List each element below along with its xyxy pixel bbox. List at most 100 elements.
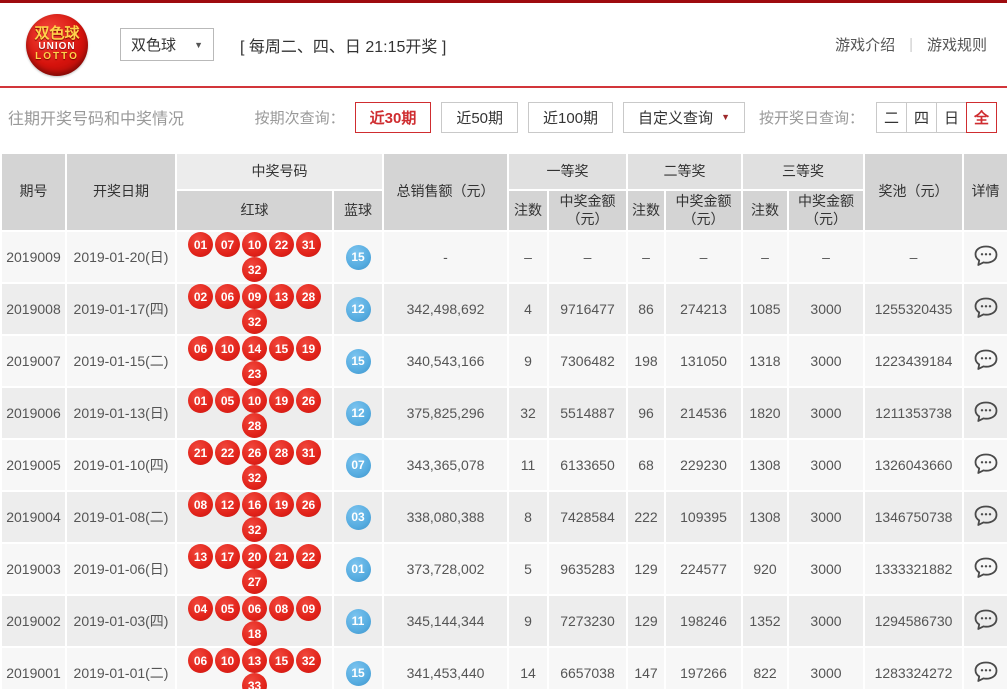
third-prize-count-cell: 1318 bbox=[741, 334, 789, 388]
col-header-amount-2: 中奖金额（元） bbox=[664, 189, 743, 232]
pool-cell: 1294586730 bbox=[863, 594, 964, 648]
red-ball: 32 bbox=[296, 649, 321, 673]
red-ball: 04 bbox=[188, 597, 213, 621]
blue-ball: 07 bbox=[345, 452, 371, 478]
detail-cell bbox=[962, 386, 1007, 440]
third-prize-amount-cell: 3000 bbox=[787, 282, 865, 336]
total-sales-cell: 342,498,692 bbox=[382, 282, 509, 336]
detail-button[interactable] bbox=[973, 660, 999, 684]
second-prize-amount-cell: 224577 bbox=[664, 542, 743, 596]
detail-button[interactable] bbox=[973, 608, 999, 632]
section-title: 往期开奖号码和中奖情况 bbox=[8, 111, 185, 128]
red-ball: 05 bbox=[215, 389, 240, 413]
detail-button[interactable] bbox=[973, 400, 999, 424]
red-ball: 19 bbox=[296, 337, 321, 361]
third-prize-count-cell: 1820 bbox=[741, 386, 789, 440]
detail-cell bbox=[962, 594, 1007, 648]
draw-date-cell: 2019-01-01(二) bbox=[65, 646, 177, 689]
detail-button[interactable] bbox=[973, 504, 999, 528]
total-sales-cell: 338,080,388 bbox=[382, 490, 509, 544]
col-header-date: 开奖日期 bbox=[65, 152, 177, 232]
by-period-label: 按期次查询： bbox=[254, 109, 345, 127]
results-table-header: 期号 开奖日期 中奖号码 总销售额（元） 一等奖 二等奖 三等奖 奖池（元） 详… bbox=[0, 152, 1007, 232]
red-ball: 26 bbox=[296, 389, 321, 413]
period-cell: 2019001 bbox=[0, 646, 67, 689]
nav-game-intro-link[interactable]: 游戏介绍 bbox=[835, 37, 896, 54]
second-prize-amount-cell: 131050 bbox=[664, 334, 743, 388]
period-30-button[interactable]: 近30期 bbox=[354, 101, 432, 133]
detail-button[interactable] bbox=[973, 556, 999, 580]
third-prize-amount-cell: 3000 bbox=[787, 542, 865, 596]
blue-ball-cell: 07 bbox=[332, 438, 384, 492]
col-header-pool: 奖池（元） bbox=[863, 152, 964, 232]
blue-ball-cell: 15 bbox=[332, 334, 384, 388]
second-prize-count-cell: 129 bbox=[626, 594, 666, 648]
lottery-type-select[interactable]: 双色球 ▼ bbox=[120, 28, 214, 61]
third-prize-count-cell: 1308 bbox=[741, 438, 789, 492]
period-100-button[interactable]: 近100期 bbox=[528, 101, 614, 133]
day-thu-button[interactable]: 四 bbox=[906, 101, 937, 133]
logo-text-cn: 双色球 bbox=[34, 25, 80, 43]
first-prize-count-cell: 11 bbox=[507, 438, 549, 492]
day-all-button[interactable]: 全 bbox=[966, 101, 997, 133]
red-ball: 10 bbox=[242, 389, 267, 413]
col-header-red-balls: 红球 bbox=[175, 189, 334, 232]
total-sales-cell: 345,144,344 bbox=[382, 594, 509, 648]
blue-ball: 15 bbox=[345, 348, 371, 374]
third-prize-amount-cell: 3000 bbox=[787, 594, 865, 648]
blue-ball: 01 bbox=[345, 556, 371, 582]
comment-bubble-icon bbox=[974, 505, 997, 526]
total-sales-cell: 375,825,296 bbox=[382, 386, 509, 440]
red-ball: 15 bbox=[269, 337, 294, 361]
period-cell: 2019004 bbox=[0, 490, 67, 544]
third-prize-count-cell: 1308 bbox=[741, 490, 789, 544]
blue-ball: 15 bbox=[345, 244, 371, 270]
results-tbody: 2019009 2019-01-20(日) 01 07 10 22 3132 15 - … bbox=[0, 230, 1007, 689]
third-prize-count-cell: 1352 bbox=[741, 594, 789, 648]
nav-separator: | bbox=[909, 36, 913, 53]
third-prize-count-cell: 822 bbox=[741, 646, 789, 689]
table-row: 2019008 2019-01-17(四) 02 06 09 13 28 32 12 34… bbox=[0, 282, 1007, 336]
red-ball: 28 bbox=[269, 441, 294, 465]
first-prize-amount-cell: 9635283 bbox=[547, 542, 628, 596]
nav-game-rules-link[interactable]: 游戏规则 bbox=[926, 37, 987, 54]
second-prize-count-cell: 147 bbox=[626, 646, 666, 689]
day-sun-button[interactable]: 日 bbox=[936, 101, 967, 133]
third-prize-amount-cell: 3000 bbox=[787, 646, 865, 689]
period-50-button[interactable]: 近50期 bbox=[441, 101, 519, 133]
red-ball: 22 bbox=[296, 545, 321, 569]
red-ball: 13 bbox=[242, 649, 267, 673]
table-row: 2019004 2019-01-08(二) 08 12 16 19 26 32 03 33… bbox=[0, 490, 1007, 544]
comment-bubble-icon bbox=[974, 349, 997, 370]
detail-cell bbox=[962, 230, 1007, 284]
second-prize-amount-cell: 109395 bbox=[664, 490, 743, 544]
red-ball: 28 bbox=[296, 285, 321, 309]
detail-button[interactable] bbox=[973, 452, 999, 476]
detail-button[interactable] bbox=[973, 244, 999, 268]
top-strip bbox=[0, 0, 1007, 3]
pool-cell: 1326043660 bbox=[863, 438, 964, 492]
detail-button[interactable] bbox=[973, 296, 999, 320]
first-prize-amount-cell: 7273230 bbox=[547, 594, 628, 648]
first-prize-amount-cell: 7428584 bbox=[547, 490, 628, 544]
col-header-amount-3: 中奖金额（元） bbox=[787, 189, 865, 232]
red-balls-cell: 13 17 20 21 22 27 bbox=[175, 542, 334, 596]
pool-cell: 1333321882 bbox=[863, 542, 964, 596]
comment-bubble-icon bbox=[974, 297, 997, 318]
red-ball: 08 bbox=[269, 597, 294, 621]
day-filter-group: 二 四 日 全 bbox=[876, 101, 997, 133]
col-header-count-3: 注数 bbox=[741, 189, 789, 232]
first-prize-count-cell: 14 bbox=[507, 646, 549, 689]
red-ball: 18 bbox=[242, 621, 267, 645]
period-cell: 2019007 bbox=[0, 334, 67, 388]
red-ball: 22 bbox=[215, 441, 240, 465]
custom-query-dropdown[interactable]: 自定义查询 ▼ bbox=[623, 101, 745, 133]
total-sales-cell: 343,365,078 bbox=[382, 438, 509, 492]
detail-button[interactable] bbox=[973, 348, 999, 372]
red-ball: 21 bbox=[188, 441, 213, 465]
second-prize-count-cell: 129 bbox=[626, 542, 666, 596]
red-ball: 22 bbox=[269, 233, 294, 257]
day-tue-button[interactable]: 二 bbox=[876, 101, 907, 133]
third-prize-amount-cell: 3000 bbox=[787, 334, 865, 388]
blue-ball: 12 bbox=[345, 400, 371, 426]
